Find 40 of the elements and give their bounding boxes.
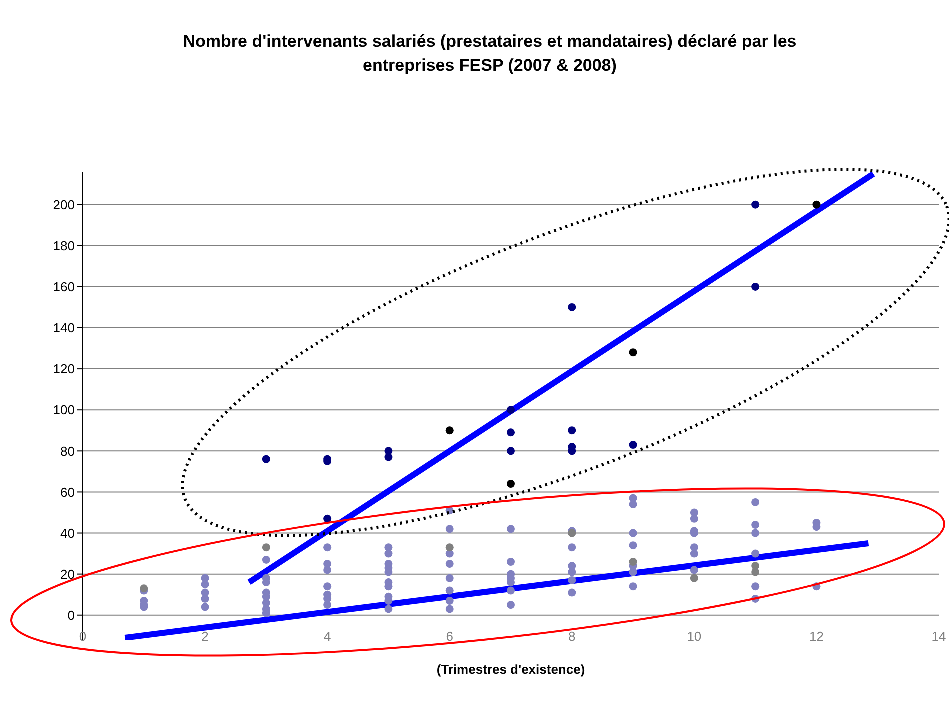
y-tick-label: 20 [60,566,75,582]
point [507,428,515,437]
x-tick-label: 10 [687,629,702,644]
chart-title: Nombre d'intervenants salariés (prestataires et mandataires) déclaré par les entreprises FESP (2007 & 2008) [182,31,798,77]
point [568,303,576,312]
point [507,406,515,414]
point [629,348,638,357]
y-tick-label: 80 [60,444,75,459]
y-tick-label: 100 [53,402,75,418]
point [507,480,515,488]
y-tick-label: 120 [53,362,75,377]
point [446,426,454,435]
x-tick-label: 12 [809,629,824,644]
point [446,544,454,552]
x-tick-label: 6 [446,629,454,644]
point [324,514,332,523]
point [507,447,515,456]
point [629,441,638,449]
point [262,455,270,464]
point [752,200,760,209]
y-tick-label: 0 [68,608,75,623]
point [629,558,638,566]
point [690,574,698,582]
y-tick-label: 60 [60,484,75,500]
point [812,200,821,209]
x-tick-label: 2 [202,629,209,644]
point [568,426,576,435]
y-tick-label: 160 [53,280,75,295]
y-tick-label: 200 [53,197,75,212]
point [752,282,760,291]
x-tick-label: 8 [568,629,576,644]
y-tick-label: 180 [53,238,75,254]
y-tick-label: 40 [60,526,75,541]
x-tick-label: 14 [932,629,946,644]
y-tick-label: 140 [53,320,75,336]
point [752,568,760,576]
x-axis-title: (Trimestres d'existence) [436,662,586,677]
point [262,544,270,552]
point [384,447,393,456]
x-tick-label: 4 [324,629,332,644]
